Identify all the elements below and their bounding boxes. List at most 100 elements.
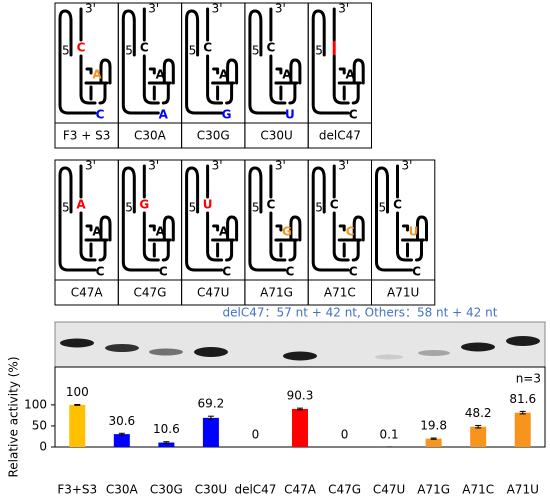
nt-30: G xyxy=(222,108,232,122)
x-tick-label: C47G xyxy=(328,483,361,497)
bar xyxy=(514,412,531,447)
panel-label: delC47 xyxy=(319,129,361,143)
three-prime: 3' xyxy=(338,2,349,16)
x-tick-label: C47A xyxy=(284,483,317,497)
three-prime: 3' xyxy=(275,159,286,173)
value-label: 10.6 xyxy=(153,422,180,436)
nt-47: C xyxy=(330,198,339,212)
strand xyxy=(211,215,239,262)
nt-47: C xyxy=(77,41,86,55)
panel-label: F3 + S3 xyxy=(63,129,110,143)
three-prime: 3' xyxy=(85,2,96,16)
note: n=3 xyxy=(516,372,541,386)
x-tick-label: A71U xyxy=(507,483,539,497)
value-label: 100 xyxy=(66,385,89,399)
five-prime: 5' xyxy=(189,44,200,58)
error-bar xyxy=(207,415,214,421)
three-prime: 3' xyxy=(275,2,286,16)
panel-label: A71G xyxy=(260,286,293,300)
nt-47: C xyxy=(266,198,275,212)
panel-label: C47A xyxy=(71,286,104,300)
panel-label: C47G xyxy=(133,286,166,300)
panel-label: C30G xyxy=(197,129,230,143)
bar xyxy=(292,408,308,447)
nt-47: C xyxy=(266,41,275,55)
five-prime: 5' xyxy=(379,201,390,215)
x-tick-label: C30G xyxy=(150,483,183,497)
nt-30: C xyxy=(412,265,421,279)
strand xyxy=(311,9,350,115)
three-prime: 3' xyxy=(402,159,413,173)
x-tick-label: C47U xyxy=(373,483,405,497)
strand xyxy=(58,166,97,272)
strand xyxy=(79,211,97,262)
strand xyxy=(206,211,224,262)
panel-label: A71U xyxy=(387,286,419,300)
structure-panel: 3' 5' GA C C47G xyxy=(117,159,183,306)
nt-71: A xyxy=(219,68,229,82)
strand xyxy=(269,54,287,105)
nt-47: C xyxy=(140,41,149,55)
value-label: 48.2 xyxy=(465,406,492,420)
nt-30: C xyxy=(159,265,168,279)
bar xyxy=(425,438,442,447)
panel-label: C47U xyxy=(197,286,229,300)
panel-label: C30A xyxy=(134,129,167,143)
three-prime: 3' xyxy=(212,2,223,16)
value-label: 0 xyxy=(341,428,349,442)
gel-bands xyxy=(60,336,540,361)
strand xyxy=(84,58,112,105)
nt-30: C xyxy=(349,265,358,279)
value-label: 90.3 xyxy=(287,389,314,403)
y-axis-label: Relative activity (%) xyxy=(7,356,21,477)
value-label: 0 xyxy=(252,428,260,442)
gel-caption: delC47：57 nt + 42 nt, Others：58 nt + 42 … xyxy=(223,306,498,320)
bar xyxy=(470,426,487,447)
bar xyxy=(202,417,219,447)
panel-label: C30U xyxy=(260,129,292,143)
bar xyxy=(113,434,130,447)
nt-30: C xyxy=(96,108,105,122)
five-prime: 5' xyxy=(315,44,326,58)
nt-71: A xyxy=(156,68,166,82)
value-label: 0.1 xyxy=(380,427,399,441)
five-prime: 5' xyxy=(62,44,73,58)
strand xyxy=(269,211,287,262)
strand xyxy=(396,211,413,262)
nt-71: U xyxy=(409,225,419,239)
strand xyxy=(121,9,160,115)
three-prime: 3' xyxy=(338,159,349,173)
five-prime: 5' xyxy=(62,201,73,215)
panel-frame xyxy=(307,2,373,149)
nt-30: U xyxy=(285,108,295,122)
error-bar xyxy=(297,407,303,411)
value-label: 19.8 xyxy=(420,419,447,433)
error-bar xyxy=(118,432,125,436)
strand xyxy=(206,54,224,105)
error-bar xyxy=(430,437,437,440)
error-bar xyxy=(475,424,482,429)
x-tick-label: C30A xyxy=(106,483,139,497)
five-prime: 5' xyxy=(189,201,200,215)
nt-30: C xyxy=(285,265,294,279)
nt-30: C xyxy=(349,108,358,122)
strand xyxy=(121,166,160,272)
nt-30: C xyxy=(96,265,105,279)
five-prime: 5' xyxy=(125,44,136,58)
five-prime: 5' xyxy=(252,201,263,215)
strand xyxy=(248,9,287,115)
nt-47: A xyxy=(76,198,86,212)
nt-47: C xyxy=(203,41,212,55)
strand xyxy=(84,215,112,262)
x-tick-label: A71C xyxy=(462,483,494,497)
value-label: 30.6 xyxy=(108,414,135,428)
bar xyxy=(69,404,86,447)
